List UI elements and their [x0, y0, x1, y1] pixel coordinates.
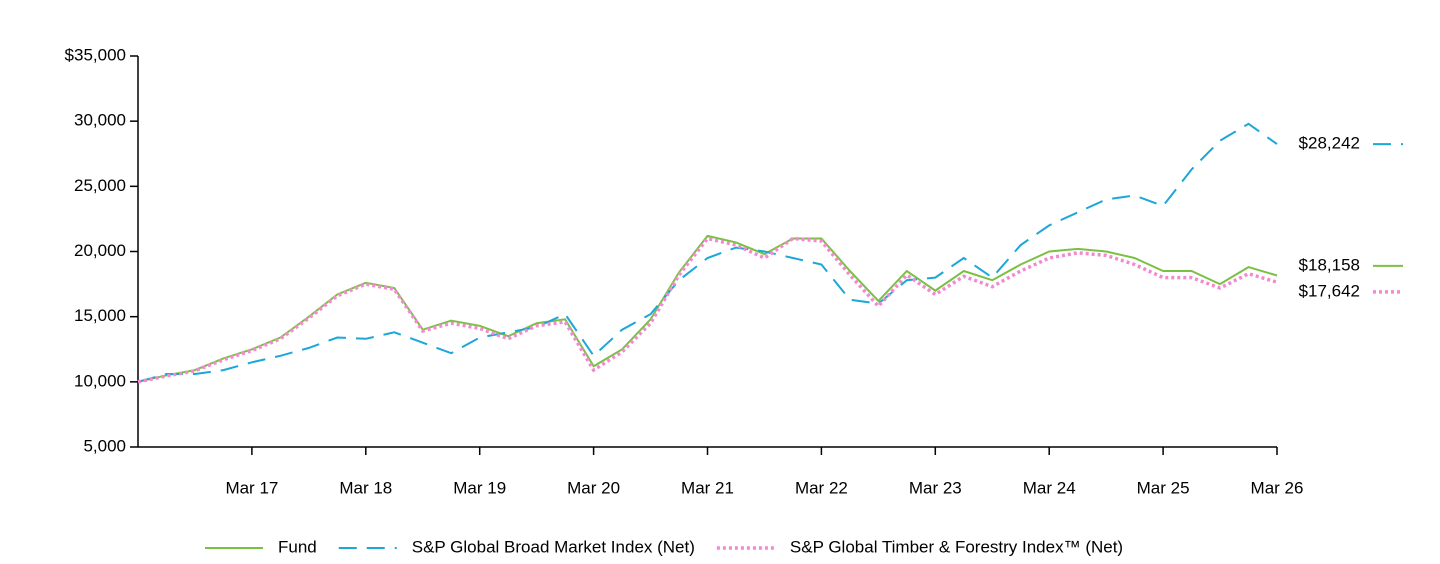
series-line: [137, 236, 1278, 384]
x-tick-label: Mar 20: [567, 478, 620, 497]
legend-label: S&P Global Broad Market Index (Net): [412, 537, 695, 556]
x-tick-label: Mar 25: [1137, 478, 1190, 497]
y-tick-label: 5,000: [83, 436, 126, 455]
x-tick-label: Mar 22: [795, 478, 848, 497]
y-tick-label: 10,000: [74, 371, 126, 390]
x-tick-label: Mar 18: [339, 478, 392, 497]
end-label: $18,158: [1299, 255, 1360, 274]
legend-label: Fund: [278, 537, 317, 556]
x-tick-label: Mar 23: [909, 478, 962, 497]
x-tick-label: Mar 26: [1251, 478, 1304, 497]
y-tick-label: 30,000: [74, 111, 126, 130]
y-tick-label: $35,000: [65, 45, 126, 64]
series-line: [137, 122, 1278, 383]
x-tick-label: Mar 21: [681, 478, 734, 497]
y-tick-label: 25,000: [74, 176, 126, 195]
end-label: $17,642: [1299, 281, 1360, 300]
y-tick-label: 15,000: [74, 306, 126, 325]
y-tick-label: 20,000: [74, 241, 126, 260]
x-tick-label: Mar 19: [453, 478, 506, 497]
x-tick-label: Mar 24: [1023, 478, 1076, 497]
series-line: [137, 234, 1278, 383]
end-label: $28,242: [1299, 134, 1360, 153]
legend-label: S&P Global Timber & Forestry Index™ (Net…: [790, 537, 1123, 556]
x-tick-label: Mar 17: [225, 478, 278, 497]
